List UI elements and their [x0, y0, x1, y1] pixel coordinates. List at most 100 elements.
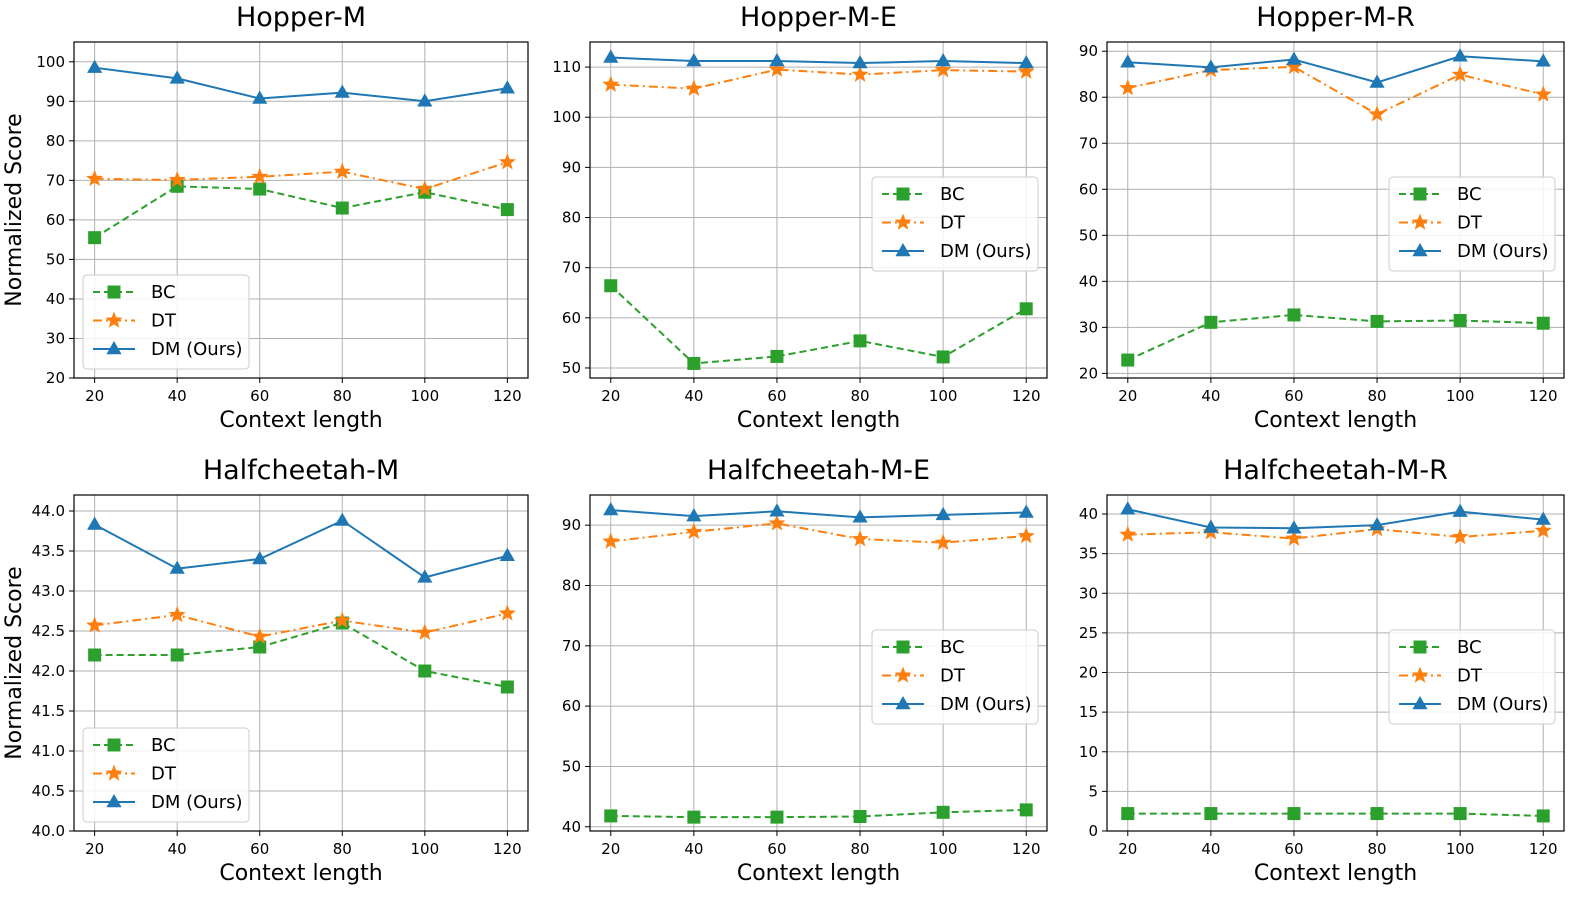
x-tick-label: 100	[929, 840, 958, 858]
y-tick-label: 70	[46, 171, 65, 189]
y-tick-label: 40	[46, 290, 65, 308]
y-tick-label: 110	[552, 58, 581, 76]
data-point	[252, 90, 268, 104]
data-point	[253, 182, 267, 196]
data-point	[686, 53, 702, 67]
data-point	[417, 569, 433, 583]
legend: BC DT DM (Ours)	[1388, 176, 1556, 272]
y-tick-label: 42.5	[32, 622, 65, 640]
series-line-bc	[1127, 812, 1544, 817]
data-point	[416, 623, 434, 640]
legend-label: DM (Ours)	[151, 792, 243, 813]
data-point	[334, 512, 350, 526]
legend-label: BC	[940, 184, 965, 205]
data-point	[851, 530, 869, 547]
series-line-dt	[610, 522, 1027, 544]
data-point	[934, 533, 952, 550]
y-tick-label: 90	[562, 158, 581, 176]
legend-marker	[105, 311, 123, 328]
data-point	[1019, 302, 1033, 316]
legend-box	[82, 274, 250, 370]
x-tick-label: 120	[1012, 387, 1041, 405]
y-tick-label: 60	[562, 697, 581, 715]
legend-marker	[1412, 243, 1428, 257]
x-axis-label: Context length	[219, 861, 382, 886]
data-point	[1203, 59, 1219, 73]
data-point	[1286, 51, 1302, 65]
data-point	[935, 53, 951, 67]
x-tick-label: 80	[1367, 387, 1386, 405]
y-tick-label: 70	[562, 259, 581, 277]
chart-panel-3: 20 40 60 80 100 120 20 30 40 50 60 70 80 90 Hopper-M-R…	[1079, 2, 1565, 433]
data-point	[1451, 65, 1469, 82]
data-point	[604, 809, 618, 823]
plot-frame	[73, 494, 529, 832]
data-point	[168, 606, 186, 623]
legend-box	[1388, 629, 1556, 725]
y-tick-label: 15	[1079, 703, 1098, 721]
data-point	[1452, 503, 1468, 517]
data-point	[769, 503, 785, 517]
data-point	[87, 516, 103, 530]
chart-panel-5: 20 40 60 80 100 120 40 50 60 70 80 90 Halfcheetah-M-…	[562, 455, 1048, 886]
y-tick-label: 60	[1079, 180, 1098, 198]
y-tick-label: 40	[1079, 505, 1098, 523]
data-point	[770, 349, 784, 363]
data-point	[1369, 74, 1385, 88]
y-tick-label: 90	[1079, 42, 1098, 60]
data-point	[768, 514, 786, 531]
legend-label: DM (Ours)	[151, 339, 243, 360]
legend-box	[871, 629, 1039, 725]
legend-marker	[1413, 187, 1427, 201]
legend: BC DT DM (Ours)	[871, 629, 1039, 725]
data-point	[1453, 807, 1467, 821]
data-point	[1119, 525, 1137, 542]
legend-marker	[106, 794, 122, 808]
x-axis-label: Context length	[737, 408, 900, 433]
chart-panel-2: 20 40 60 80 100 120 50 60 70 80 90 100 110 Hopper-M-E…	[552, 2, 1048, 433]
chart-panel-1: 20 40 60 80 100 120 20 30 40 50 60 70 80 90 100 Hopper-…	[2, 2, 529, 433]
data-point	[1370, 314, 1384, 328]
x-tick-label: 40	[684, 840, 703, 858]
x-tick-label: 80	[850, 387, 869, 405]
x-tick-label: 20	[601, 387, 620, 405]
data-point	[499, 547, 515, 561]
data-point	[1017, 527, 1035, 544]
legend-label: DT	[151, 764, 177, 785]
legend-marker	[1412, 696, 1428, 710]
chart-title: Halfcheetah-M	[203, 455, 399, 486]
data-point	[334, 84, 350, 98]
legend-label: BC	[151, 282, 176, 303]
x-tick-label: 60	[767, 387, 786, 405]
y-tick-label: 10	[1079, 743, 1098, 761]
x-tick-label: 40	[1201, 387, 1220, 405]
data-point	[498, 153, 516, 170]
x-tick-label: 40	[684, 387, 703, 405]
y-tick-label: 20	[1079, 664, 1098, 682]
chart-panel-4: 20 40 60 80 100 120 40.0 40.5 41.0 41.5 42.0 42.5 43…	[2, 455, 529, 886]
data-point	[1370, 807, 1384, 821]
data-point	[1019, 803, 1033, 817]
data-point	[685, 79, 703, 96]
y-tick-label: 70	[1079, 134, 1098, 152]
data-point	[1120, 54, 1136, 68]
x-tick-label: 20	[85, 387, 104, 405]
legend-box	[1388, 176, 1556, 272]
data-point	[1285, 57, 1303, 75]
data-point	[852, 509, 868, 523]
legend-label: DM (Ours)	[940, 694, 1032, 715]
y-tick-label: 50	[1079, 226, 1098, 244]
x-tick-label: 40	[168, 387, 187, 405]
legend-label: DT	[940, 666, 966, 687]
series-line-dm-ours	[1127, 508, 1544, 530]
x-tick-label: 40	[1201, 840, 1220, 858]
data-point	[1203, 519, 1219, 533]
x-tick-label: 100	[929, 387, 958, 405]
data-point	[852, 55, 868, 69]
series-line-dm-ours	[94, 66, 508, 103]
data-point	[851, 65, 869, 82]
x-tick-label: 20	[601, 840, 620, 858]
legend-label: BC	[1457, 637, 1482, 658]
data-point	[168, 170, 186, 188]
